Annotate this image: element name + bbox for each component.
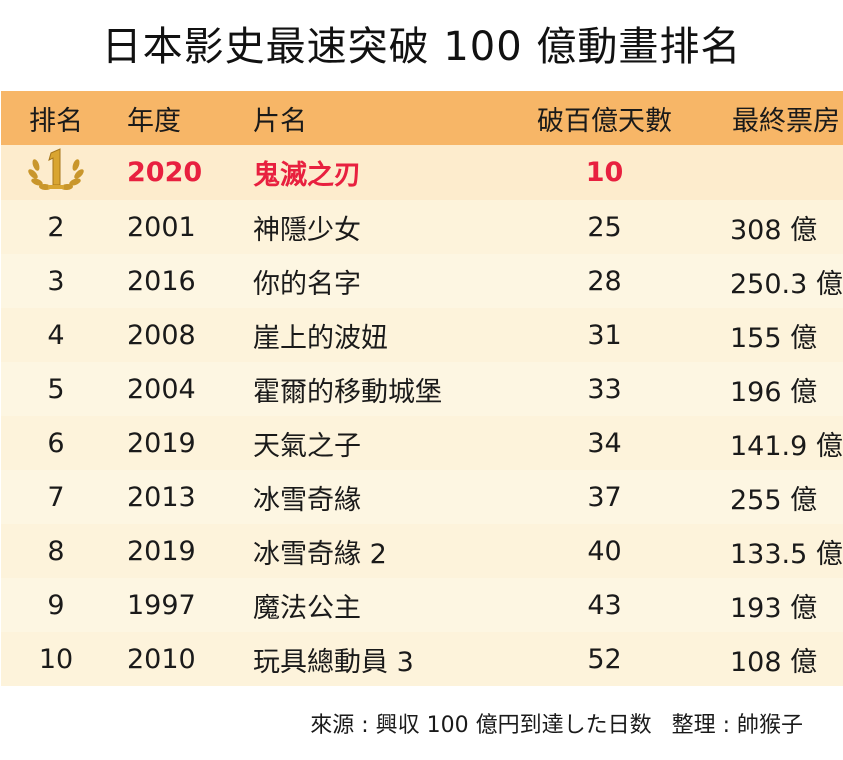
table-row: 8 2019 冰雪奇緣 2 40 133.5 億 <box>1 524 843 578</box>
gold-medal-icon <box>24 145 88 200</box>
table-row: 2020 鬼滅之刃 10 <box>1 145 843 200</box>
box-office-cell: 308 億 <box>700 200 843 254</box>
rank-cell: 2 <box>1 200 111 254</box>
table-row: 10 2010 玩具總動員 3 52 108 億 <box>1 632 843 686</box>
box-office-cell: 141.9 億 <box>700 416 843 470</box>
year-cell: 2010 <box>111 632 239 686</box>
page-title: 日本影史最速突破 100 億動畫排名 <box>101 24 742 70</box>
credit-text: 整理 : 帥猴子 <box>671 713 803 738</box>
table-row: 4 2008 崖上的波妞 31 155 億 <box>1 308 843 362</box>
film-cell: 鬼滅之刃 <box>239 145 509 200</box>
box-office-cell: 155 億 <box>700 308 843 362</box>
rank-cell: 10 <box>1 632 111 686</box>
days-cell: 25 <box>509 200 700 254</box>
year-cell: 2020 <box>111 145 239 200</box>
days-cell: 43 <box>509 578 700 632</box>
rank-cell: 3 <box>1 254 111 308</box>
rank-cell: 6 <box>1 416 111 470</box>
days-cell: 28 <box>509 254 700 308</box>
box-office-cell: 196 億 <box>700 362 843 416</box>
box-office-cell: 255 億 <box>700 470 843 524</box>
table-row: 7 2013 冰雪奇緣 37 255 億 <box>1 470 843 524</box>
year-cell: 1997 <box>111 578 239 632</box>
box-office-cell <box>700 145 843 200</box>
days-cell: 33 <box>509 362 700 416</box>
film-cell: 冰雪奇緣 2 <box>239 524 509 578</box>
year-cell: 2008 <box>111 308 239 362</box>
ranking-table: 排名 年度 片名 破百億天數 最終票房 <box>1 91 843 686</box>
year-cell: 2013 <box>111 470 239 524</box>
box-office-cell: 193 億 <box>700 578 843 632</box>
film-cell: 玩具總動員 3 <box>239 632 509 686</box>
film-cell: 崖上的波妞 <box>239 308 509 362</box>
header-rank: 排名 <box>1 91 111 145</box>
rank-cell: 5 <box>1 362 111 416</box>
days-cell: 37 <box>509 470 700 524</box>
year-cell: 2004 <box>111 362 239 416</box>
days-cell: 40 <box>509 524 700 578</box>
header-year: 年度 <box>111 91 239 145</box>
year-cell: 2019 <box>111 416 239 470</box>
days-cell: 34 <box>509 416 700 470</box>
film-cell: 天氣之子 <box>239 416 509 470</box>
source-note: 來源 : 興収 100 億円到達した日数 整理 : 帥猴子 <box>310 707 803 739</box>
year-cell: 2001 <box>111 200 239 254</box>
year-cell: 2019 <box>111 524 239 578</box>
source-text: 來源 : 興収 100 億円到達した日数 <box>310 713 652 738</box>
days-cell: 31 <box>509 308 700 362</box>
rank-cell: 8 <box>1 524 111 578</box>
film-cell: 冰雪奇緣 <box>239 470 509 524</box>
film-cell: 霍爾的移動城堡 <box>239 362 509 416</box>
film-cell: 魔法公主 <box>239 578 509 632</box>
table-row: 2 2001 神隱少女 25 308 億 <box>1 200 843 254</box>
rank-cell <box>1 145 111 200</box>
film-cell: 你的名字 <box>239 254 509 308</box>
box-office-cell: 250.3 億 <box>700 254 843 308</box>
box-office-cell: 108 億 <box>700 632 843 686</box>
film-cell: 神隱少女 <box>239 200 509 254</box>
table-row: 5 2004 霍爾的移動城堡 33 196 億 <box>1 362 843 416</box>
table-row: 9 1997 魔法公主 43 193 億 <box>1 578 843 632</box>
header-box-office: 最終票房 <box>700 91 843 145</box>
rank-cell: 7 <box>1 470 111 524</box>
table-header-row: 排名 年度 片名 破百億天數 最終票房 <box>1 91 843 145</box>
rank-cell: 9 <box>1 578 111 632</box>
header-days: 破百億天數 <box>509 91 700 145</box>
table-row: 6 2019 天氣之子 34 141.9 億 <box>1 416 843 470</box>
rank-cell: 4 <box>1 308 111 362</box>
box-office-cell: 133.5 億 <box>700 524 843 578</box>
header-film: 片名 <box>239 91 509 145</box>
year-cell: 2016 <box>111 254 239 308</box>
days-cell: 10 <box>509 145 700 200</box>
table-row: 3 2016 你的名字 28 250.3 億 <box>1 254 843 308</box>
days-cell: 52 <box>509 632 700 686</box>
